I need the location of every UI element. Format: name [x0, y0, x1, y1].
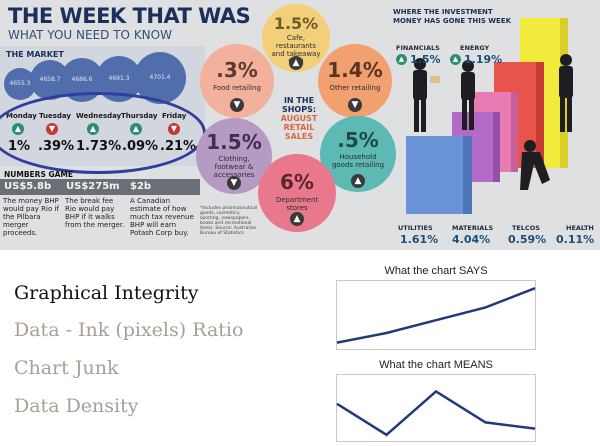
newspaper-subtitle: WHAT YOU NEED TO KNOW	[8, 28, 172, 42]
shops-footnote: *Includes pharmaceutical goods, cosmetic…	[200, 206, 258, 236]
numbers-game-strip	[0, 179, 200, 195]
shop-label-other: Other retailing	[329, 84, 381, 92]
numbers-game-heading: NUMBERS GAME	[4, 170, 74, 179]
shop-label-food: Food retailing	[213, 84, 261, 92]
shop-value-clothing: 1.5%	[206, 130, 262, 154]
sector-name-health: HEALTH	[566, 224, 594, 232]
numbers-game-value-1: US$5.8b	[4, 181, 52, 192]
sector-name-materials: MATERIALS	[452, 224, 494, 232]
chart-says-frame	[336, 280, 536, 350]
shop-bubble-cafes: 1.5% Cafe, restaurants and takeaway food…	[262, 4, 330, 72]
sector-name-telcos: TELCOS	[512, 224, 540, 232]
up-arrow-icon: ▲	[290, 212, 304, 226]
shop-label-clothing: Clothing, footwear & accessories	[213, 155, 255, 179]
menu-item-graphical-integrity: Graphical Integrity	[14, 282, 199, 304]
chart-means	[336, 374, 536, 442]
shops-heading-line-3: AUGUST	[280, 114, 318, 123]
chart-title-says: What the chart SAYS	[384, 265, 488, 277]
numbers-game-text-3: A Canadian estimate of how much tax reve…	[130, 197, 194, 237]
numbers-game-text-1: The money BHP would pay Rio if the Pilba…	[3, 197, 59, 237]
up-arrow-icon: ▲	[450, 54, 461, 65]
up-arrow-icon: ▲	[396, 54, 407, 65]
sector-name-energy: ENERGY	[460, 44, 490, 52]
numbers-game-value-3: $2b	[130, 181, 152, 192]
shops-heading-line-1: IN THE	[283, 96, 315, 105]
chart-means-line	[336, 389, 536, 437]
sector-value-utilities: 1.61%	[400, 233, 439, 246]
shop-value-department: 6%	[280, 170, 314, 194]
down-arrow-icon: ▼	[230, 98, 244, 112]
investment-heading: WHERE THE INVESTMENT MONEY HAS GONE THIS…	[393, 8, 523, 26]
shop-label-household: Household goods retailing	[331, 153, 385, 169]
shop-bubble-food: .3% Food retailing ▼	[200, 44, 274, 118]
newspaper-title: THE WEEK THAT WAS	[8, 4, 251, 28]
menu-item-data-ink-ratio: Data - Ink (pixels) Ratio	[14, 319, 244, 341]
shop-value-food: .3%	[216, 58, 258, 82]
shops-heading: IN THE SHOPS: AUGUST RETAIL SALES	[274, 96, 324, 141]
sector-value-health: 0.11%	[556, 233, 595, 246]
down-arrow-icon: ▼	[348, 98, 362, 112]
chart-means-frame	[336, 374, 536, 442]
sector-name-financials: FINANCIALS	[396, 44, 440, 52]
shop-value-cafes: 1.5%	[273, 14, 319, 33]
sector-value-telcos: 0.59%	[508, 233, 547, 246]
shop-value-household: .5%	[337, 128, 379, 152]
down-arrow-icon: ▼	[227, 176, 241, 190]
up-arrow-icon: ▲	[351, 174, 365, 188]
shop-label-department: Department stores	[275, 196, 319, 212]
investment-heading-line-2: MONEY HAS GONE THIS WEEK	[393, 17, 512, 25]
shops-heading-line-2: SHOPS:	[281, 105, 317, 114]
shops-heading-line-5: SALES	[284, 132, 314, 141]
sector-value-energy: 1.19%	[464, 53, 503, 66]
sector-value-materials: 4.04%	[452, 233, 491, 246]
market-heading: THE MARKET	[6, 50, 64, 59]
shops-heading-line-4: RETAIL	[283, 123, 315, 132]
investment-block-blue	[406, 136, 472, 214]
menu-item-chart-junk: Chart Junk	[14, 357, 119, 379]
sector-value-financials: 1.5%	[410, 53, 441, 66]
market-bubble-5: 4701.4	[134, 52, 186, 104]
chart-title-means: What the chart MEANS	[379, 359, 493, 371]
sector-name-utilities: UTILITIES	[398, 224, 433, 232]
shop-value-other: 1.4%	[327, 58, 383, 82]
chart-says	[336, 280, 536, 350]
up-arrow-icon: ▲	[289, 56, 303, 70]
newspaper-infographic: THE WEEK THAT WAS WHAT YOU NEED TO KNOW …	[0, 0, 600, 250]
chart-says-line	[336, 287, 536, 344]
menu-item-data-density: Data Density	[14, 395, 139, 417]
numbers-game-text-2: The break fee Rio would pay BHP if it wa…	[65, 197, 125, 229]
shop-bubble-department: 6% Department stores ▲	[258, 154, 336, 232]
shop-bubble-other: 1.4% Other retailing ▼	[318, 44, 392, 118]
businessman-silhouette-group	[413, 54, 573, 190]
investment-heading-line-1: WHERE THE INVESTMENT	[393, 8, 493, 16]
numbers-game-value-2: US$275m	[66, 181, 120, 192]
highlight-ellipse	[0, 92, 206, 174]
